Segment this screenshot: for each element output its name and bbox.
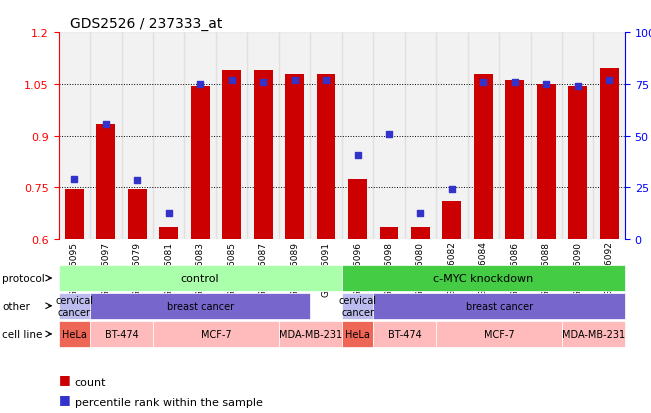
Bar [247,33,279,240]
Point [447,186,457,193]
Bar [254,71,273,240]
Text: other: other [2,301,30,311]
Bar [216,33,247,240]
Bar [537,85,556,240]
Point [415,210,426,217]
Point [227,78,237,85]
Point [289,78,299,85]
Point [69,176,79,183]
Text: BT-474: BT-474 [388,329,422,339]
Point [572,83,583,90]
Bar [474,74,493,240]
Text: ■: ■ [59,392,70,405]
Point [510,80,520,86]
Bar [316,74,335,240]
Bar [467,33,499,240]
Text: ■: ■ [59,372,70,385]
Text: MDA-MB-231: MDA-MB-231 [279,329,342,339]
Point [541,81,551,88]
Text: MCF-7: MCF-7 [484,329,514,339]
Text: count: count [75,377,106,387]
Bar [191,86,210,240]
Bar [443,202,462,240]
Bar [128,190,146,240]
Bar [405,33,436,240]
Point [383,131,394,138]
Bar [499,33,531,240]
Bar [373,33,405,240]
Bar [342,33,373,240]
Bar [562,33,594,240]
Bar [594,33,625,240]
Point [195,81,205,88]
Text: GDS2526 / 237333_at: GDS2526 / 237333_at [70,17,222,31]
Text: cervical
cancer: cervical cancer [55,295,93,317]
Text: MCF-7: MCF-7 [201,329,231,339]
Point [163,210,174,217]
Text: control: control [181,273,219,283]
Bar [411,228,430,240]
Bar [122,33,153,240]
Bar [96,124,115,240]
Bar [159,228,178,240]
Text: cell line: cell line [2,329,42,339]
Point [604,78,615,85]
Text: percentile rank within the sample: percentile rank within the sample [75,397,263,407]
Text: HeLa: HeLa [62,329,87,339]
Text: MDA-MB-231: MDA-MB-231 [562,329,625,339]
Bar [380,228,398,240]
Text: c-MYC knockdown: c-MYC knockdown [434,273,533,283]
Bar [285,74,304,240]
Bar [505,81,524,240]
Bar [600,69,618,240]
Bar [531,33,562,240]
Text: protocol: protocol [2,273,45,283]
Bar [65,190,84,240]
Text: BT-474: BT-474 [105,329,139,339]
Bar [348,179,367,240]
Bar [222,71,241,240]
Point [100,121,111,128]
Bar [184,33,216,240]
Bar [153,33,184,240]
Bar [436,33,467,240]
Point [478,80,488,86]
Text: HeLa: HeLa [345,329,370,339]
Point [258,80,268,86]
Bar [568,86,587,240]
Point [132,178,143,184]
Bar [90,33,122,240]
Bar [311,33,342,240]
Text: breast cancer: breast cancer [167,301,234,311]
Point [321,78,331,85]
Text: breast cancer: breast cancer [465,301,533,311]
Bar [279,33,311,240]
Point [352,152,363,159]
Bar [59,33,90,240]
Text: cervical
cancer: cervical cancer [339,295,376,317]
